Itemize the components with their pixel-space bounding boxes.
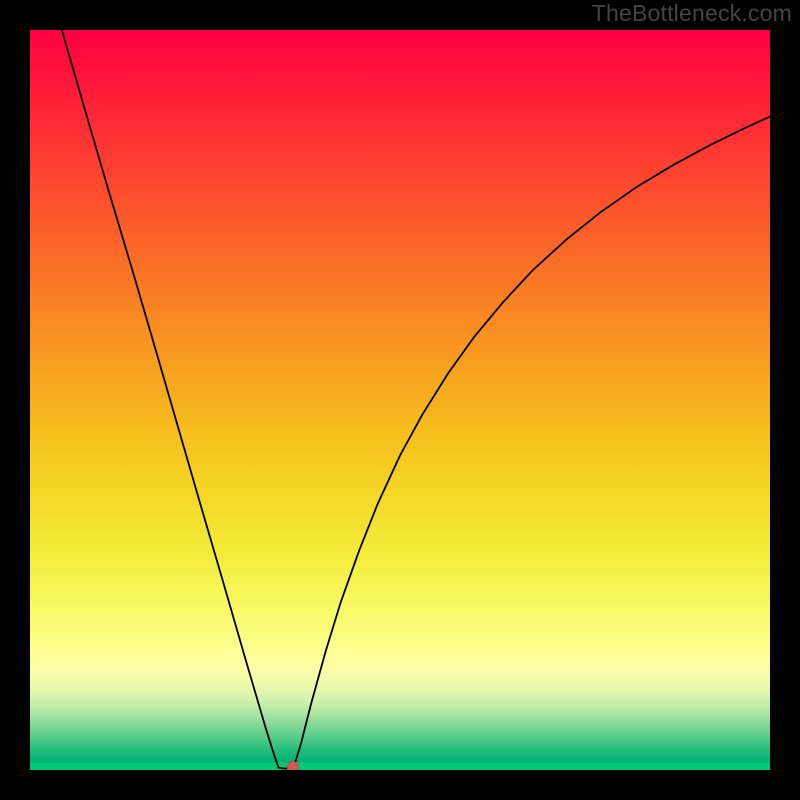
bottleneck-chart	[0, 0, 800, 800]
border-bottom	[0, 770, 800, 800]
border-right	[770, 0, 800, 800]
bottom-green-strip	[30, 763, 770, 770]
gradient-background	[30, 30, 770, 770]
watermark-text: TheBottleneck.com	[592, 0, 792, 27]
border-left	[0, 0, 30, 800]
chart-container: TheBottleneck.com	[0, 0, 800, 800]
